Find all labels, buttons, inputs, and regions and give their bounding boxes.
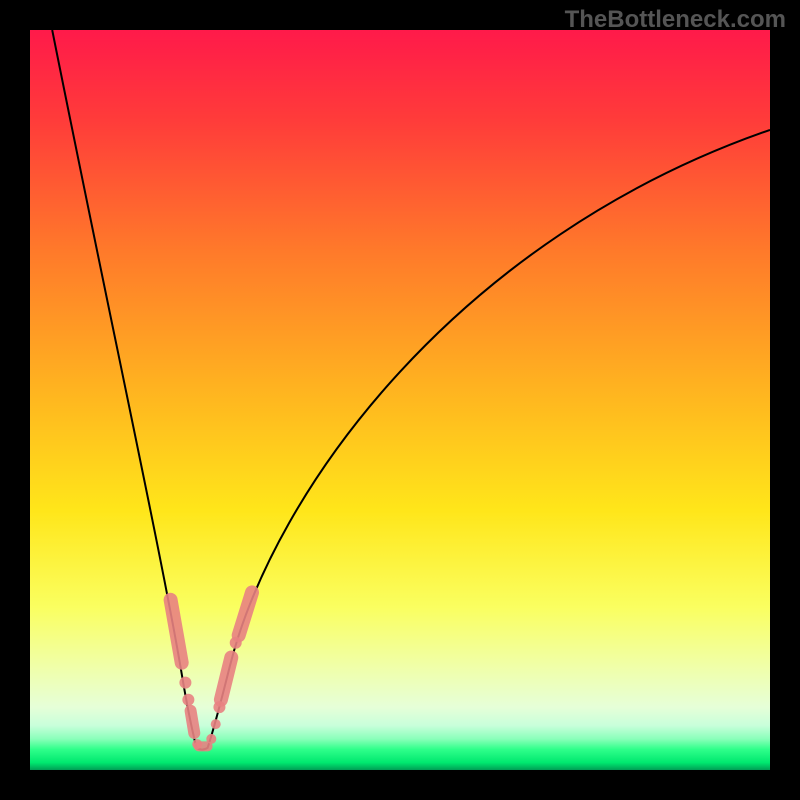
marker-dot bbox=[179, 677, 191, 689]
marker-dot bbox=[211, 719, 221, 729]
marker-dot bbox=[182, 694, 194, 706]
marker-dot bbox=[206, 734, 216, 744]
plot-svg bbox=[30, 30, 770, 770]
marker-pill bbox=[191, 711, 195, 733]
watermark-label: TheBottleneck.com bbox=[565, 6, 786, 34]
plot-area bbox=[30, 30, 770, 770]
chart-frame: TheBottleneck.com bbox=[0, 0, 800, 800]
gradient-background bbox=[30, 30, 770, 770]
